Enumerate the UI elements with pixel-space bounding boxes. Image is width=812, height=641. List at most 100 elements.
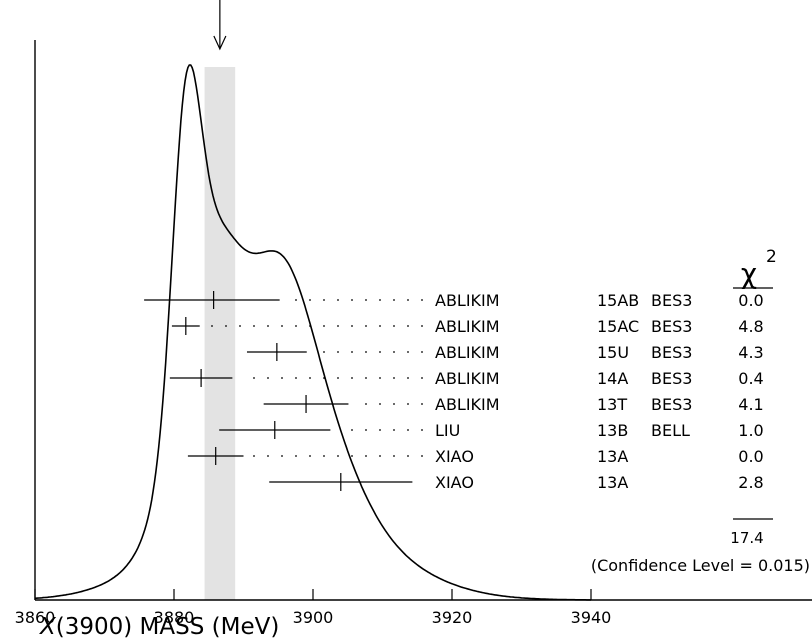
leader-dot <box>421 351 423 353</box>
leader-dot <box>253 325 255 327</box>
leader-dot <box>309 377 311 379</box>
leader-dot <box>323 299 325 301</box>
leader-dot <box>309 299 311 301</box>
leader-dot <box>407 325 409 327</box>
chi2-value: 1.0 <box>738 421 763 440</box>
leader-dot <box>407 351 409 353</box>
leader-dot <box>379 403 381 405</box>
leader-dot <box>351 455 353 457</box>
average-arrow <box>213 0 227 51</box>
chi2-value: 0.4 <box>738 369 763 388</box>
leader-dot <box>393 455 395 457</box>
x-tick-label: 3940 <box>571 608 612 627</box>
average-arrow-head <box>213 35 227 51</box>
chi2-total: 17.4 <box>730 529 763 547</box>
leader-dot <box>379 299 381 301</box>
document-label: 15U <box>597 343 629 362</box>
leader-dot <box>351 429 353 431</box>
leader-dot <box>267 325 269 327</box>
leader-dot <box>393 299 395 301</box>
technique-label: BELL <box>651 421 690 440</box>
document-label: 13T <box>597 395 627 414</box>
leader-dot <box>379 325 381 327</box>
x-tick-label: 3900 <box>293 608 334 627</box>
measurement-rows: ABLIKIM 15AB BES3 0.0 ABLIKIM 15AC BES3 4.8 ABLI… <box>144 291 764 492</box>
leader-dot <box>365 403 367 405</box>
leader-dot <box>365 351 367 353</box>
leader-dot <box>337 351 339 353</box>
leader-dot <box>393 429 395 431</box>
x-axis-label: X(3900) MASS (MeV) <box>39 614 279 640</box>
leader-dot <box>365 299 367 301</box>
leader-dot <box>421 455 423 457</box>
x-ticks: 3860 3880 3900 3920 3940 <box>15 589 612 627</box>
author-label: ABLIKIM <box>435 395 500 414</box>
document-label: 15AC <box>597 317 639 336</box>
leader-dot <box>351 325 353 327</box>
leader-dot <box>295 377 297 379</box>
leader-dot <box>323 377 325 379</box>
chi2-exponent: 2 <box>766 247 777 267</box>
leader-dot <box>407 429 409 431</box>
leader-dot <box>393 377 395 379</box>
leader-dot <box>407 455 409 457</box>
leader-dot <box>267 377 269 379</box>
leader-dot <box>393 403 395 405</box>
author-label: XIAO <box>435 447 474 466</box>
leader-dot <box>421 299 423 301</box>
leader-dot <box>393 325 395 327</box>
leader-dot <box>421 377 423 379</box>
leader-dot <box>239 325 241 327</box>
leader-dot <box>295 299 297 301</box>
leader-dot <box>337 325 339 327</box>
leader-dot <box>365 429 367 431</box>
chi2-value: 4.3 <box>738 343 763 362</box>
leader-dot <box>421 325 423 327</box>
chi2-value: 0.0 <box>738 447 763 466</box>
x-tick-label: 3860 <box>15 608 56 627</box>
x-axis-label-symbol: X <box>39 614 57 640</box>
leader-dot <box>421 429 423 431</box>
leader-dot <box>295 455 297 457</box>
confidence-level: (Confidence Level = 0.015) <box>591 556 810 575</box>
leader-dot <box>253 377 255 379</box>
technique-label: BES3 <box>651 291 692 310</box>
technique-label: BES3 <box>651 369 692 388</box>
leader-dot <box>379 429 381 431</box>
document-label: 13B <box>597 421 628 440</box>
document-label: 13A <box>597 447 628 466</box>
leader-dot <box>351 351 353 353</box>
leader-dot <box>407 377 409 379</box>
chi2-value: 4.1 <box>738 395 763 414</box>
leader-dot <box>309 325 311 327</box>
leader-dot <box>365 455 367 457</box>
leader-dot <box>211 325 213 327</box>
author-label: ABLIKIM <box>435 291 500 310</box>
document-label: 13A <box>597 473 628 492</box>
document-label: 15AB <box>597 291 639 310</box>
author-label: ABLIKIM <box>435 343 500 362</box>
leader-dot <box>337 377 339 379</box>
author-label: ABLIKIM <box>435 317 500 336</box>
x-axis-label-text: (3900) MASS (MeV) <box>56 614 280 640</box>
leader-dot <box>281 377 283 379</box>
leader-dot <box>351 377 353 379</box>
leader-dot <box>421 403 423 405</box>
technique-label: BES3 <box>651 317 692 336</box>
leader-dot <box>337 455 339 457</box>
x-tick-label: 3920 <box>432 608 473 627</box>
leader-dot <box>281 455 283 457</box>
leader-dot <box>281 325 283 327</box>
leader-dot <box>407 403 409 405</box>
leader-dot <box>295 325 297 327</box>
leader-dot <box>351 299 353 301</box>
leader-dot <box>225 325 227 327</box>
leader-dot <box>393 351 395 353</box>
ideogram-curve <box>34 64 591 601</box>
leader-dot <box>323 351 325 353</box>
leader-dot <box>267 455 269 457</box>
chi2-header: χ 2 <box>733 247 777 290</box>
author-label: XIAO <box>435 473 474 492</box>
technique-label: BES3 <box>651 395 692 414</box>
